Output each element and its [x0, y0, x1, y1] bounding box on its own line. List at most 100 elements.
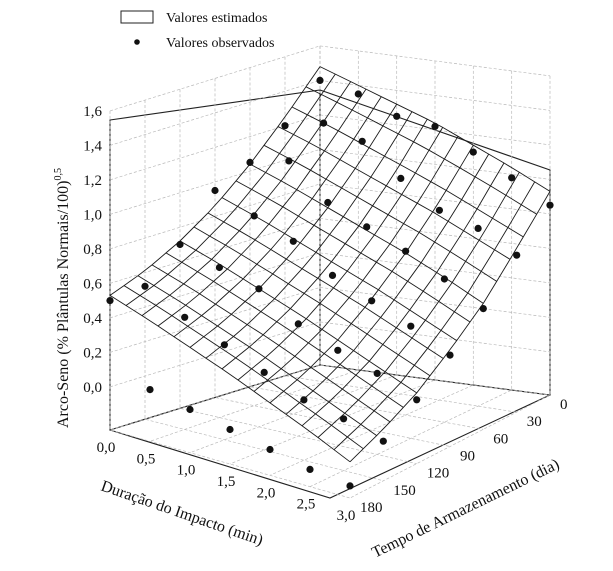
z-axis-title: Arco-Seno (% Plântulas Normais/100)0,5: [53, 168, 72, 428]
y-tick-label: 180: [360, 500, 383, 516]
y-tick-label: 0: [560, 397, 568, 413]
x-axis-title: Duração do Impacto (min): [99, 478, 265, 549]
observed-point: [300, 396, 308, 404]
observed-point: [363, 223, 371, 231]
gridline-x-2: [189, 55, 398, 454]
observed-point: [186, 405, 194, 414]
observed-point: [285, 157, 293, 165]
mesh-line-x-8: [237, 127, 444, 381]
wall-gridline-z-0: [109, 321, 551, 388]
mesh-line-y-6: [235, 180, 471, 323]
x-tick-label: 1,0: [177, 463, 196, 479]
z-tick-label: 0,4: [83, 311, 102, 327]
z-tick-label: 0,0: [83, 380, 102, 396]
observed-point: [513, 251, 521, 259]
x-tick-label: 0,0: [97, 440, 116, 456]
wall-gridline-z-8: [109, 45, 551, 112]
observed-point: [250, 212, 258, 220]
observed-point: [141, 282, 149, 290]
observed-point: [215, 263, 223, 272]
mesh-line-y-8: [207, 212, 444, 359]
observed-point: [255, 285, 263, 293]
mesh-line-y-2: [291, 106, 524, 238]
observed-point: [320, 119, 328, 127]
mesh-line-x-3: [157, 88, 367, 327]
z-tick-label: 0,2: [83, 345, 102, 361]
y-tick-label: 60: [493, 431, 508, 447]
observed-point: [306, 465, 314, 473]
observed-point: [446, 351, 454, 359]
mesh-line-y-1: [305, 86, 537, 215]
mesh-line-y-3: [277, 126, 511, 260]
z-axis-title-exponent: 0,5: [53, 168, 64, 181]
gridline-y-5: [144, 100, 384, 482]
x-tick-label: 2,0: [257, 485, 276, 501]
y-axis-title: Tempo de Armazenamento (dia): [369, 456, 562, 562]
mesh-line-x-1: [125, 73, 336, 306]
gridline-x-6: [349, 75, 551, 499]
mesh-line-y-13: [137, 275, 377, 436]
observed-points: [106, 76, 554, 490]
floor: [109, 394, 551, 499]
legend-label-estimated: Valores estimados: [166, 11, 267, 26]
observed-point: [407, 322, 415, 330]
observed-point: [346, 482, 354, 490]
y-tick-label: 150: [393, 483, 416, 499]
y-tick-label: 30: [527, 414, 542, 430]
observed-point: [266, 445, 274, 454]
observed-point: [469, 148, 477, 156]
observed-point: [334, 346, 342, 354]
mesh-line-x-0: [109, 66, 321, 296]
mesh-line-y-14: [123, 285, 364, 450]
gridline-y-3: [214, 78, 451, 447]
mesh-line-y-11: [165, 252, 404, 408]
observed-point: [106, 297, 114, 305]
observed-point: [226, 425, 234, 434]
observed-point: [508, 174, 516, 182]
surface-mesh: [109, 66, 551, 463]
observed-point: [373, 369, 381, 377]
mesh-line-x-2: [141, 81, 352, 316]
mesh-line-x-14: [333, 181, 536, 451]
gridline-y-4: [179, 89, 417, 465]
legend-label-observed: Valores observados: [166, 36, 274, 51]
z-axis-title-main: Arco-Seno (% Plântulas Normais/100): [55, 180, 72, 428]
mesh-line-x-15: [349, 191, 551, 463]
observed-point: [474, 224, 482, 232]
mesh-line-y-12: [151, 264, 391, 423]
observed-point: [393, 112, 401, 120]
z-tick-label: 0,8: [83, 242, 102, 258]
observed-point: [340, 415, 348, 423]
gridline-x-1: [149, 50, 359, 442]
mesh-line-y-4: [263, 144, 497, 282]
y-tick-label: 120: [427, 466, 450, 482]
tick-labels: 0,0 0,2 0,4 0,6 0,8 1,0 1,2 1,4 1,6 0,0 0,5 1,0 1,5 2…: [83, 104, 567, 524]
observed-point: [176, 240, 184, 249]
gridlines: [109, 45, 551, 499]
gridline-y-6: [109, 110, 351, 499]
observed-point: [354, 90, 362, 98]
observed-point: [328, 271, 337, 279]
wall-gridline-z-4: [109, 183, 551, 250]
z-tick-label: 0,6: [83, 276, 102, 292]
mesh-line-y-9: [193, 226, 431, 377]
mesh-line-x-11: [285, 153, 490, 415]
observed-point: [402, 247, 410, 255]
legend-swatch-surface: [120, 10, 154, 24]
observed-point: [431, 122, 439, 130]
observed-point: [413, 396, 421, 404]
mesh-line-x-9: [253, 136, 459, 392]
observed-point: [316, 76, 324, 84]
observed-point: [397, 174, 405, 182]
observed-point: [146, 386, 154, 394]
legend-swatch-dot: [134, 39, 140, 45]
observed-point: [294, 320, 302, 328]
x-tick-label: 0,5: [137, 451, 156, 467]
mesh-line-x-4: [173, 96, 382, 338]
x-tick-label: 1,5: [217, 474, 236, 490]
z-tick-label: 1,6: [83, 104, 102, 120]
observed-point: [435, 206, 443, 214]
observed-point: [440, 275, 448, 283]
mesh-line-x-7: [221, 118, 428, 370]
